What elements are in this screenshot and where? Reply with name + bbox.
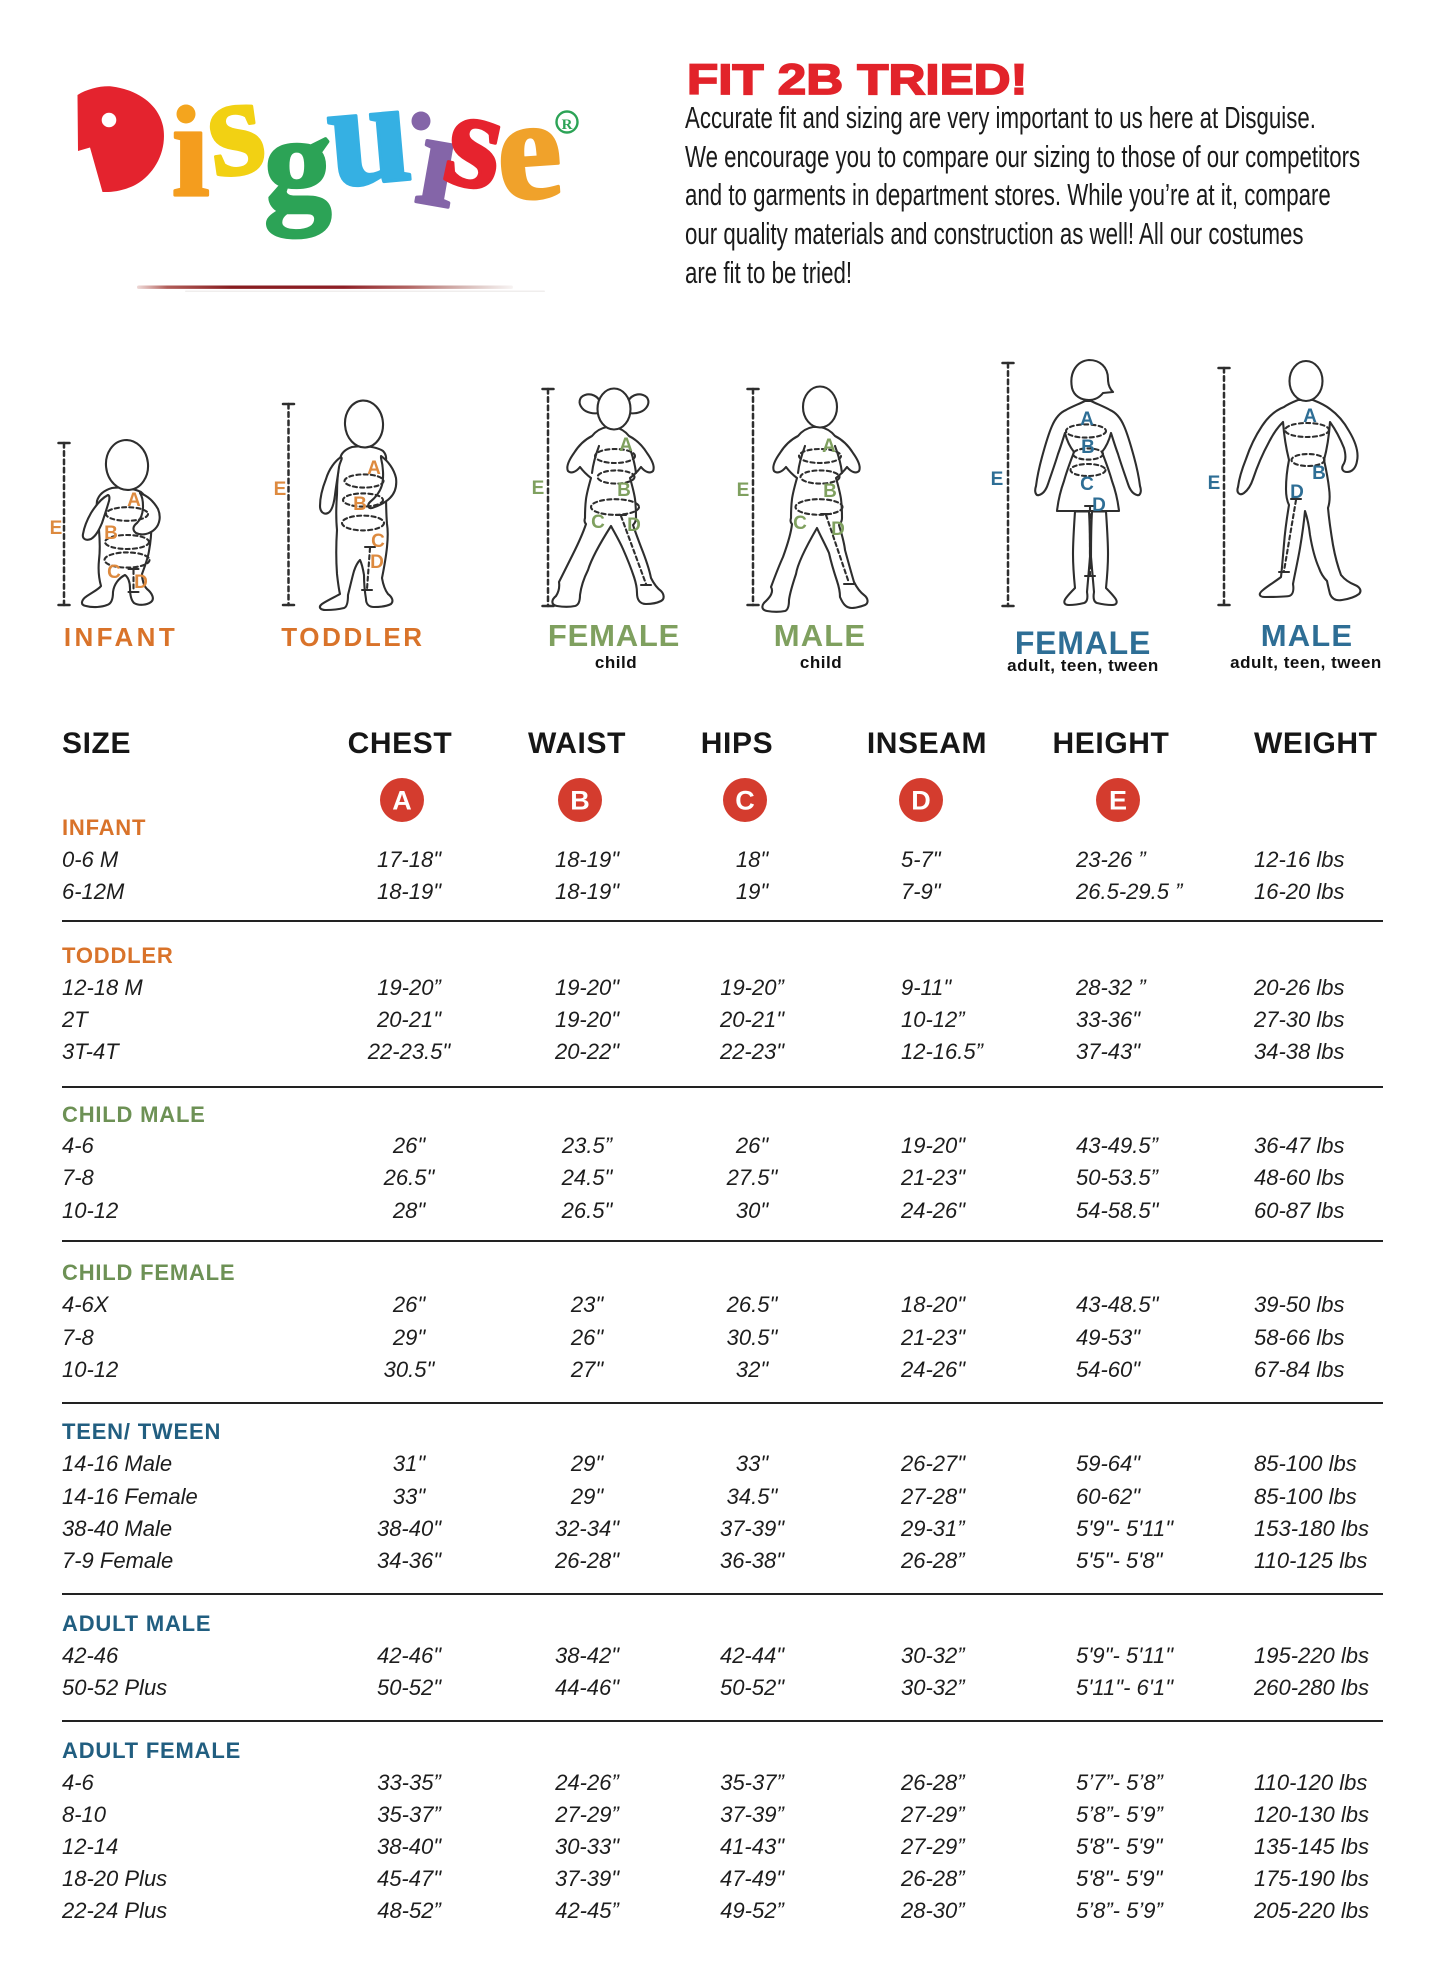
svg-text:C: C [591,512,605,533]
svg-text:B: B [1312,463,1326,484]
svg-text:A: A [1080,409,1094,430]
svg-text:A: A [392,786,412,816]
svg-text:adult, teen, tween: adult, teen, tween [1230,653,1382,672]
svg-text:D: D [627,515,641,536]
svg-text:B: B [104,523,118,544]
svg-text:A: A [822,436,836,457]
svg-text:E: E [532,478,545,499]
svg-text:B: B [570,786,590,816]
svg-text:E: E [50,518,63,539]
svg-text:FEMALE: FEMALE [1015,625,1151,661]
svg-text:FEMALE: FEMALE [548,618,680,653]
svg-text:TODDLER: TODDLER [281,622,424,652]
svg-text:D: D [911,786,931,816]
svg-text:B: B [353,494,367,515]
svg-text:B: B [823,481,837,502]
svg-text:A: A [619,435,633,456]
svg-text:MALE: MALE [1261,618,1354,653]
svg-text:MALE: MALE [774,618,867,653]
svg-text:D: D [134,572,148,593]
svg-text:E: E [274,479,287,500]
svg-text:E: E [1109,786,1127,816]
svg-text:A: A [1303,406,1317,427]
svg-text:E: E [991,469,1004,490]
svg-text:ı: ı [172,76,210,225]
svg-text:adult, teen, tween: adult, teen, tween [1007,656,1159,675]
svg-text:B: B [617,480,631,501]
svg-text:INFANT: INFANT [64,622,178,652]
svg-text:A: A [367,458,381,479]
svg-text:D: D [831,519,845,540]
svg-text:C: C [735,786,755,816]
svg-text:child: child [595,653,637,672]
svg-text:D: D [1092,495,1106,516]
svg-text:E: E [737,480,750,501]
svg-text:B: B [1081,437,1095,458]
svg-text:C: C [371,531,385,552]
svg-text:e: e [491,68,566,232]
svg-text:g: g [264,89,332,238]
svg-text:D: D [370,552,384,573]
svg-text:C: C [107,562,121,583]
svg-text:R: R [562,117,573,133]
svg-text:u: u [321,48,417,219]
svg-text:child: child [800,653,842,672]
svg-text:E: E [1208,473,1221,494]
svg-text:A: A [127,490,141,511]
svg-text:C: C [793,513,807,534]
svg-text:C: C [1080,474,1094,495]
svg-text:D: D [1290,482,1304,503]
